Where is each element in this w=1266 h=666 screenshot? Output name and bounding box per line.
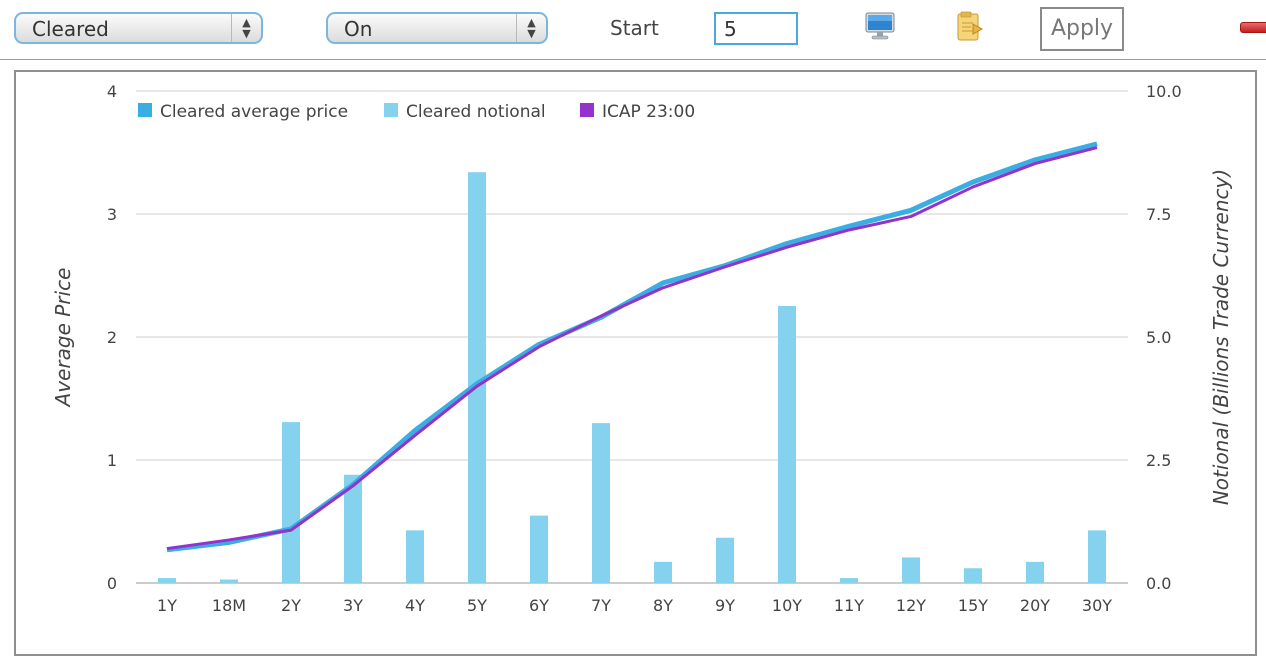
notional-bars: [158, 172, 1106, 583]
gridlines: [136, 90, 1128, 584]
notional-bar: [530, 515, 548, 583]
icap-line: [166, 146, 1098, 551]
price-lines: [166, 141, 1098, 553]
export-icon[interactable]: [953, 10, 985, 48]
legend-label: ICAP 23:00: [602, 102, 695, 122]
legend: Cleared average price Cleared notional ICA…: [138, 102, 695, 122]
notional-bar: [592, 423, 610, 583]
notional-bar: [406, 530, 424, 583]
x-tick-label: 20Y: [1020, 596, 1050, 615]
start-label: Start: [610, 16, 659, 40]
x-tick-label: 3Y: [343, 596, 363, 615]
notional-bar: [654, 561, 672, 583]
axes: 0 0.0 1 2.5 2 5.0 3 7.5 4 10.0 1Y 18M 2Y 3Y 4Y 5Y 6Y 7Y 8Y…: [107, 82, 1182, 615]
y2-tick-label: 7.5: [1146, 205, 1171, 224]
mode-select[interactable]: On ▲ ▼: [326, 12, 548, 44]
x-tick-label: 9Y: [715, 596, 735, 615]
cleared-average-price-line: [166, 141, 1098, 553]
notional-bar: [220, 579, 238, 583]
notional-bar: [468, 172, 486, 583]
x-tick-label: 5Y: [467, 596, 487, 615]
x-tick-label: 12Y: [896, 596, 926, 615]
x-tick-label: 11Y: [834, 596, 864, 615]
notional-bar: [778, 306, 796, 583]
notional-bar: [964, 568, 982, 583]
select-arrows-icon: ▲ ▼: [231, 14, 261, 42]
x-tick-label: 1Y: [157, 596, 177, 615]
y-tick-label: 4: [107, 82, 117, 101]
y-tick-label: 2: [107, 328, 117, 347]
y2-tick-label: 2.5: [1146, 451, 1171, 470]
x-tick-label: 2Y: [281, 596, 301, 615]
y2-axis-label: Notional (Billions Trade Currency): [1209, 169, 1233, 505]
apply-button[interactable]: Apply: [1040, 7, 1124, 51]
start-input[interactable]: [714, 12, 798, 45]
notional-bar: [902, 557, 920, 583]
notional-bar: [1026, 561, 1044, 583]
mode-select-value: On: [344, 17, 373, 41]
remove-icon[interactable]: [1240, 22, 1266, 33]
legend-label: Cleared average price: [160, 102, 348, 122]
x-tick-label: 7Y: [591, 596, 611, 615]
y-tick-label: 0: [107, 574, 117, 593]
monitor-icon[interactable]: [864, 10, 896, 46]
legend-swatch: [580, 103, 594, 117]
y-tick-label: 3: [107, 205, 117, 224]
notional-bar: [158, 578, 176, 583]
x-tick-label: 8Y: [653, 596, 673, 615]
legend-swatch: [138, 103, 152, 117]
toolbar: Cleared ▲▼ On ▲▼ Start Apply: [0, 0, 1266, 60]
x-tick-label: 4Y: [405, 596, 425, 615]
notional-bar: [344, 474, 362, 583]
x-tick-label: 18M: [212, 596, 246, 615]
x-tick-label: 15Y: [958, 596, 988, 615]
notional-bar: [282, 422, 300, 583]
filter-select[interactable]: Cleared ▲ ▼: [14, 12, 263, 44]
legend-label: Cleared notional: [406, 102, 546, 122]
y-tick-label: 1: [107, 451, 117, 470]
x-tick-label: 6Y: [529, 596, 549, 615]
notional-bar: [840, 578, 858, 583]
filter-select-value: Cleared: [32, 17, 109, 41]
y2-tick-label: 5.0: [1146, 328, 1171, 347]
select-arrows-icon: ▲ ▼: [516, 14, 546, 42]
chart-panel: [14, 70, 1257, 656]
y-axis-label: Average Price: [51, 268, 75, 409]
notional-bar: [716, 537, 734, 583]
y2-tick-label: 0.0: [1146, 574, 1171, 593]
y2-tick-label: 10.0: [1146, 82, 1182, 101]
notional-bar: [1088, 530, 1106, 583]
x-tick-label: 30Y: [1082, 596, 1112, 615]
divider: [0, 59, 1266, 60]
x-tick-label: 10Y: [772, 596, 802, 615]
legend-swatch: [384, 103, 398, 117]
